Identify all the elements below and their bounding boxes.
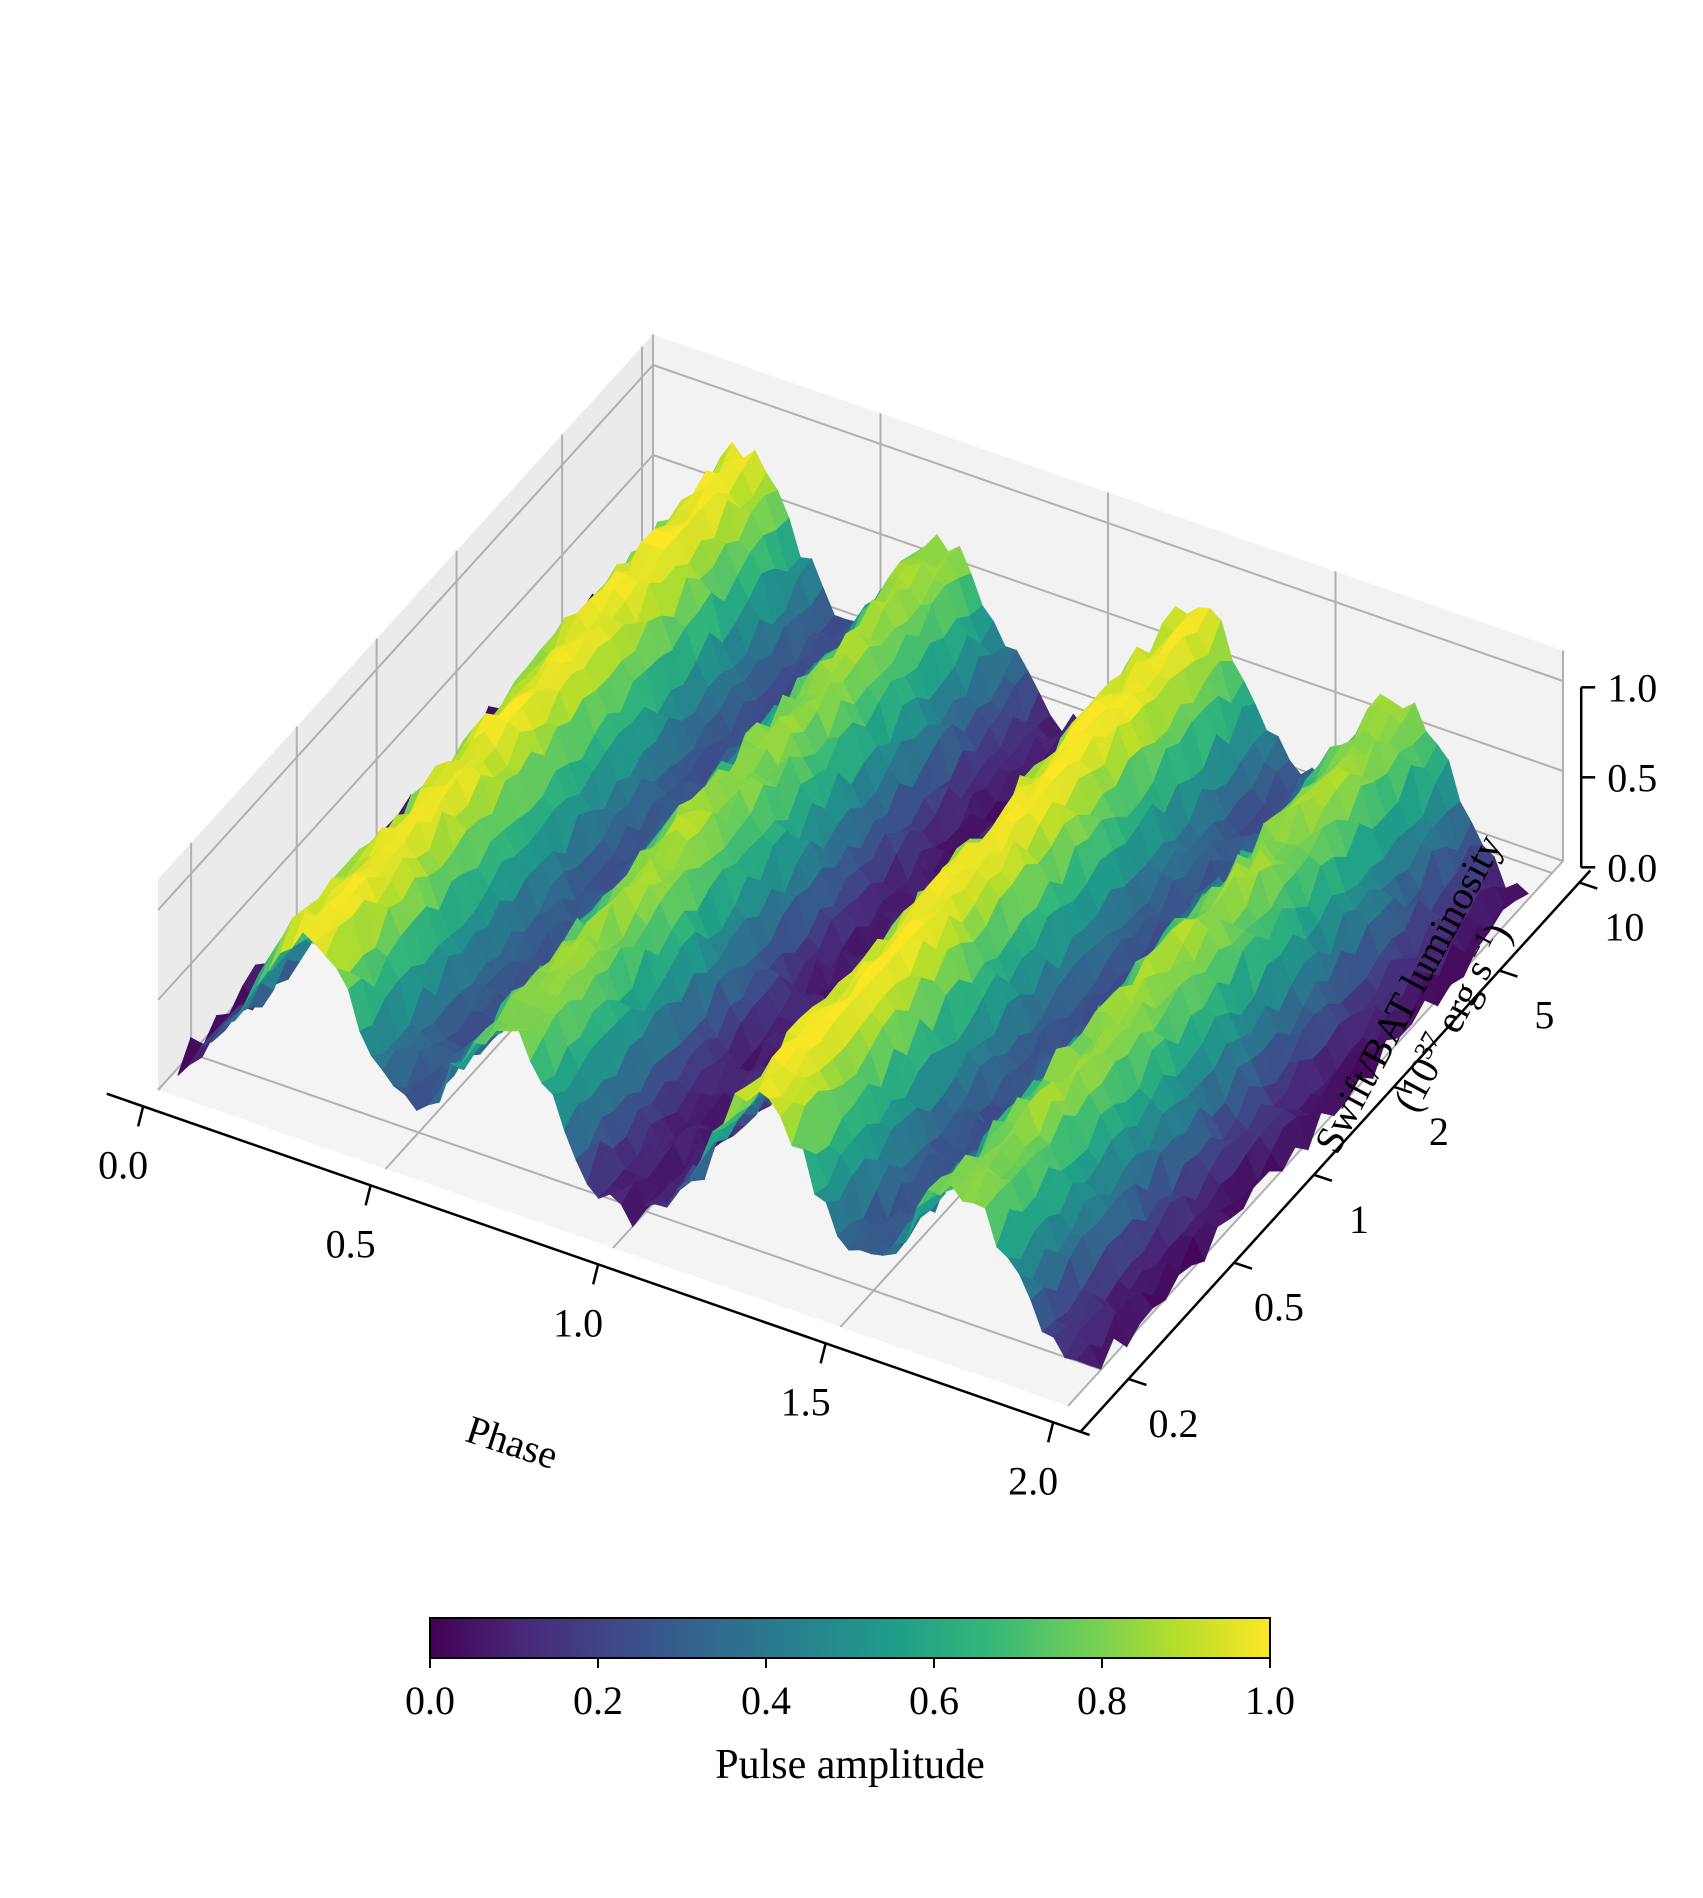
colorbar-tick-label: 1.0	[1245, 1678, 1295, 1723]
axis-lines	[106, 686, 1598, 1443]
phase-axis-tick	[819, 1343, 827, 1364]
luminosity-tick-label: 1	[1349, 1197, 1369, 1242]
luminosity-tick-label: 0.5	[1254, 1285, 1304, 1330]
phase-tick-label: 1.0	[553, 1300, 603, 1345]
colorbar-tick-label: 0.0	[405, 1678, 455, 1723]
luminosity-tick-label: 5	[1534, 993, 1554, 1038]
phase-tick-label: 2.0	[1008, 1458, 1058, 1503]
colorbar-tick-label: 0.2	[573, 1678, 623, 1723]
colorbar: 0.0 0.2 0.4 0.6 0.8 1.0 Pulse amplitude	[405, 1617, 1295, 1788]
phase-tick-label: 1.5	[781, 1379, 831, 1424]
luminosity-tick-label: 2	[1429, 1109, 1449, 1154]
grid-line-z-back	[652, 364, 1564, 682]
luminosity-axis-tick	[1233, 1261, 1253, 1270]
luminosity-tick-label: 0.2	[1148, 1401, 1198, 1446]
grid-line-luminosity	[190, 1052, 1102, 1371]
phase-axis-tick	[1046, 1422, 1055, 1443]
grid-line-phase	[1067, 860, 1564, 1407]
luminosity-axis-tick	[1393, 1085, 1413, 1094]
colorbar-ticks: 0.0 0.2 0.4 0.6 0.8 1.0	[405, 1658, 1295, 1723]
luminosity-axis-tick	[1313, 1173, 1333, 1182]
phase-axis-tick	[136, 1106, 145, 1127]
amplitude-tick-label: 1.0	[1607, 665, 1657, 710]
phase-tick-label: 0.0	[98, 1142, 148, 1187]
luminosity-tick-label: 10	[1604, 905, 1644, 950]
surface-plot	[177, 441, 1529, 1370]
phase-axis-tick	[364, 1185, 372, 1206]
grid-line-z-side	[157, 454, 654, 1001]
luminosity-axis-tick	[1499, 969, 1518, 978]
colorbar-gradient	[429, 1617, 1271, 1659]
phase-axis-tick	[591, 1264, 600, 1285]
grid-line-z-side	[157, 364, 654, 911]
colorbar-tick-label: 0.4	[741, 1678, 791, 1723]
x-axis-label: Phase	[461, 1406, 564, 1478]
phase-tick-label: 0.5	[326, 1221, 376, 1266]
luminosity-axis-tick	[1578, 881, 1598, 890]
tick-labels: 0.0 0.5 1.0 1.5 2.0 0.2 0.5 1 2 5 10 0.0 0.5 1.0	[98, 665, 1657, 1503]
colorbar-tick-label: 0.8	[1077, 1678, 1127, 1723]
luminosity-axis-tick	[1128, 1377, 1147, 1387]
luminosity-axis-line	[1079, 869, 1592, 1433]
amplitude-tick-label: 0.5	[1607, 755, 1657, 800]
colorbar-tick-label: 0.6	[909, 1678, 959, 1723]
side-pane	[158, 334, 653, 1090]
colorbar-label: Pulse amplitude	[715, 1742, 984, 1788]
surface-facet	[1075, 1344, 1102, 1370]
amplitude-tick-label: 0.0	[1607, 845, 1657, 890]
